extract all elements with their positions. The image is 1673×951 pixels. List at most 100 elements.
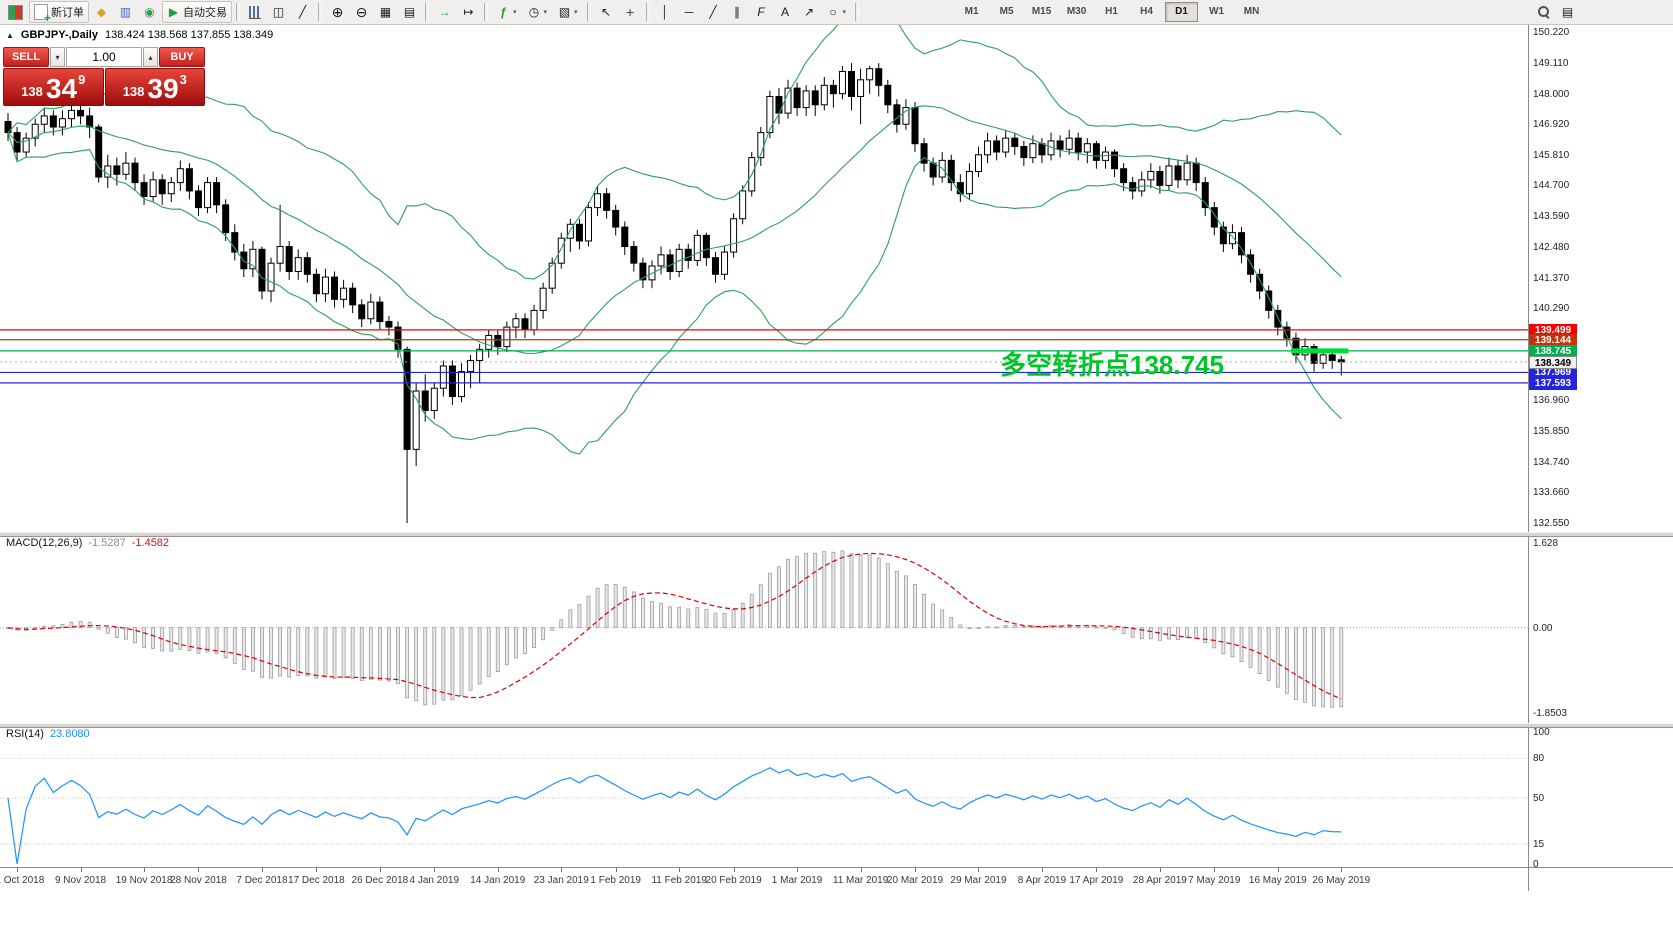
timeframe-m5[interactable]: M5 bbox=[999, 6, 1014, 17]
crosshair-button[interactable]: + bbox=[619, 1, 642, 23]
layout-button[interactable]: ▤ bbox=[1556, 1, 1579, 23]
price-axis[interactable]: 150.220 149.110 148.000 146.920 145.810 144.7… bbox=[1528, 25, 1673, 891]
timeframe-m30[interactable]: M30 bbox=[1066, 6, 1087, 17]
sell-button[interactable]: SELL bbox=[3, 47, 49, 67]
panel-separator[interactable] bbox=[0, 532, 1673, 537]
price-tick: 133.660 bbox=[1533, 487, 1570, 499]
periods-icon: ◷ bbox=[528, 5, 540, 19]
price-tick: 132.550 bbox=[1533, 518, 1570, 529]
macd-label: MACD(12,26,9) -1.5287 -1.4582 bbox=[6, 537, 169, 549]
buy-button[interactable]: BUY bbox=[159, 47, 205, 67]
sell-price[interactable]: 138 34 9 bbox=[3, 68, 104, 106]
axis-label: 100 bbox=[1533, 727, 1550, 738]
timeframe-mn[interactable]: MN bbox=[1243, 6, 1260, 17]
chart-line-button[interactable]: ╱ bbox=[291, 1, 314, 23]
rsi-name: RSI(14) bbox=[6, 728, 44, 740]
search-button[interactable] bbox=[1533, 1, 1555, 23]
date-tick bbox=[615, 868, 617, 872]
chevron-down-icon: ▾ bbox=[513, 9, 517, 16]
collapse-icon[interactable]: ▲ bbox=[6, 30, 14, 40]
date-label: 1 Feb 2019 bbox=[590, 875, 641, 886]
timeframe-h4[interactable]: H4 bbox=[1140, 6, 1153, 17]
templates-icon: ▧ bbox=[558, 5, 571, 19]
periods-button[interactable]: ◷ ▾ bbox=[523, 1, 553, 23]
trendline-button[interactable]: ╱ bbox=[702, 1, 725, 23]
chart-bars-button[interactable] bbox=[244, 1, 266, 23]
price-tick: 146.920 bbox=[1533, 118, 1570, 130]
trendline-icon: ╱ bbox=[709, 5, 717, 19]
text-tool-button[interactable]: A bbox=[774, 1, 797, 23]
date-tick bbox=[561, 868, 563, 872]
date-tick bbox=[1341, 868, 1343, 872]
chart-candles-button[interactable]: ◫ bbox=[267, 1, 290, 23]
indicators-button[interactable]: ƒ ▾ bbox=[492, 1, 522, 23]
price-tick: 150.220 bbox=[1533, 27, 1570, 38]
auto-scroll-button[interactable]: → bbox=[433, 1, 456, 23]
zoom-in-button[interactable]: ⊕ bbox=[326, 1, 349, 23]
horizontal-line-button[interactable]: ─ bbox=[678, 1, 701, 23]
date-label: 14 Jan 2019 bbox=[470, 875, 526, 886]
cursor-button[interactable]: ↖ bbox=[595, 1, 618, 23]
autotrading-button[interactable]: ▶ 自动交易 bbox=[162, 1, 232, 23]
timeframe-d1[interactable]: D1 bbox=[1165, 2, 1199, 22]
chart-shift-button[interactable]: ↦ bbox=[457, 1, 480, 23]
tile-windows-button[interactable]: ▦ bbox=[374, 1, 397, 23]
date-label: 26 Dec 2018 bbox=[351, 875, 409, 886]
buy-price[interactable]: 138 39 3 bbox=[104, 68, 205, 106]
market-watch-icon: ▥ bbox=[119, 5, 132, 19]
tile-windows-icon: ▦ bbox=[379, 5, 392, 19]
crystal-button[interactable]: ◆ bbox=[90, 1, 113, 23]
toolbar-separator bbox=[425, 3, 429, 21]
vertical-line-button[interactable]: │ bbox=[654, 1, 677, 23]
price-tick: 149.110 bbox=[1533, 57, 1569, 69]
grid-button[interactable]: ▤ bbox=[398, 1, 421, 23]
timeframe-m1[interactable]: M1 bbox=[964, 6, 979, 17]
rsi-chart[interactable] bbox=[0, 726, 1528, 867]
date-tick bbox=[1159, 868, 1161, 872]
timeframe-h1[interactable]: H1 bbox=[1105, 6, 1118, 17]
fibonacci-button[interactable]: F bbox=[750, 1, 773, 23]
app-button[interactable] bbox=[3, 1, 28, 23]
volume-increase-button[interactable]: ▴ bbox=[143, 47, 158, 67]
new-order-button[interactable]: + 新订单 bbox=[29, 1, 89, 24]
market-watch-button[interactable]: ▥ bbox=[114, 1, 137, 23]
macd-chart[interactable] bbox=[0, 535, 1528, 723]
date-tick bbox=[261, 868, 263, 872]
date-label: 29 Mar 2019 bbox=[950, 875, 1007, 886]
volume-decrease-button[interactable]: ▾ bbox=[50, 47, 65, 67]
volume-input[interactable] bbox=[66, 47, 142, 67]
rsi-value: 23.8080 bbox=[49, 728, 90, 740]
data-window-button[interactable]: ◉ bbox=[138, 1, 161, 23]
date-label: 19 Nov 2018 bbox=[115, 875, 173, 886]
price-chart[interactable] bbox=[0, 25, 1528, 532]
shapes-button[interactable]: ○ ▾ bbox=[822, 1, 852, 23]
channel-button[interactable]: ∥ bbox=[726, 1, 749, 23]
date-label: 7 Dec 2018 bbox=[236, 875, 288, 886]
axis-label: 0.00 bbox=[1533, 622, 1553, 634]
macd-value-main: -1.5287 bbox=[88, 537, 126, 549]
arrow-tool-button[interactable]: ↗ bbox=[798, 1, 821, 23]
vertical-line-icon: │ bbox=[661, 5, 669, 19]
chart-shift-icon: ↦ bbox=[463, 5, 474, 19]
panel-separator[interactable] bbox=[0, 723, 1673, 728]
price-tick: 135.850 bbox=[1533, 426, 1570, 438]
timeframe-m15[interactable]: M15 bbox=[1031, 6, 1052, 17]
templates-button[interactable]: ▧ ▾ bbox=[553, 1, 583, 23]
zoom-out-icon: ⊖ bbox=[355, 4, 368, 20]
sell-price-sup: 9 bbox=[78, 72, 86, 87]
timeframe-w1[interactable]: W1 bbox=[1209, 6, 1225, 17]
toolbar-separator bbox=[484, 3, 488, 21]
current-price-label: 138.349 bbox=[1529, 355, 1577, 369]
chart-candles-icon: ◫ bbox=[272, 5, 285, 19]
search-icon bbox=[1538, 6, 1550, 18]
chart-header: ▲ GBPJPY-,Daily 138.424 138.568 137.855 … bbox=[6, 29, 273, 41]
chevron-down-icon: ▾ bbox=[842, 9, 847, 16]
price-tick: 143.590 bbox=[1533, 211, 1570, 223]
zoom-out-button[interactable]: ⊖ bbox=[350, 1, 373, 23]
toolbar-separator bbox=[645, 3, 650, 21]
zoom-in-icon: ⊕ bbox=[331, 4, 344, 20]
date-label: 28 Apr 2019 bbox=[1132, 875, 1187, 886]
timeframe-group: M1 M5 M15 M30 H1 H4 D1 W1 MN bbox=[954, 2, 1269, 22]
app-icon bbox=[8, 4, 23, 20]
